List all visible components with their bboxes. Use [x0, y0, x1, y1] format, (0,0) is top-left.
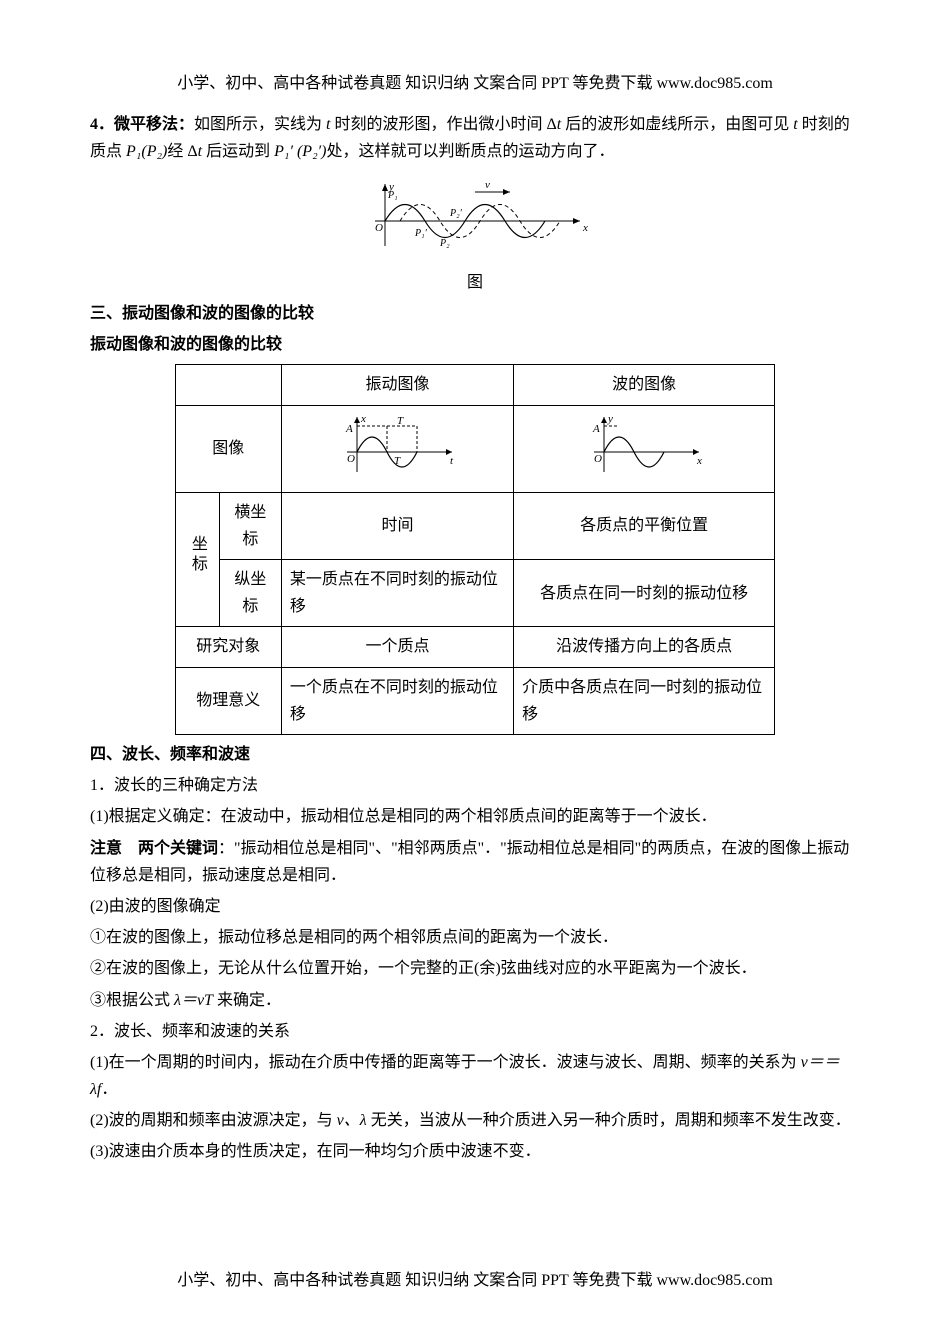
sec4-1-1: (1)根据定义确定：在波动中，振动相位总是相同的两个相邻质点间的距离等于一个波长…	[90, 803, 860, 830]
paragraph-method4: 4．微平移法：如图所示，实线为 t 时刻的波形图，作出微小时间 Δt 后的波形如…	[90, 111, 860, 165]
cell-obj-col3: 沿波传播方向上的各质点	[514, 627, 775, 667]
section4-title: 四、波长、频率和波速	[90, 741, 860, 768]
cell-image-label: 图像	[175, 405, 281, 492]
sec4-1-label: 1．波长的三种确定方法	[90, 772, 860, 799]
sec4-1-3: ③根据公式 λ＝vT 来确定．	[90, 987, 860, 1014]
svg-text:t: t	[450, 455, 454, 467]
cell-meaning-col2: 一个质点在不同时刻的振动位移	[281, 667, 513, 734]
cell-xcol3: 各质点的平衡位置	[514, 492, 775, 559]
var-v-lambda: v、λ	[337, 1112, 367, 1129]
sec4-2-label: 2．波长、频率和波速的关系	[90, 1018, 860, 1045]
svg-text:P₂: P₂	[439, 238, 450, 249]
cell-ylabel: 纵坐标	[219, 560, 281, 627]
figure-main-caption: 图	[90, 269, 860, 296]
svg-text:O: O	[594, 453, 602, 465]
method4-text-g: 处，这样就可以判断质点的运动方向了．	[326, 143, 614, 160]
svg-text:A: A	[345, 423, 353, 435]
method4-text-f: 后运动到	[202, 143, 274, 160]
svg-text:x: x	[696, 455, 702, 467]
sec4-1-3b: 来确定．	[213, 992, 281, 1009]
cell-meaning-label: 物理意义	[175, 667, 281, 734]
axis-root-text: 坐标	[184, 535, 211, 575]
method4-text-e: 经 Δ	[167, 143, 197, 160]
svg-text:x: x	[582, 222, 588, 234]
table-row: 纵坐标 某一质点在不同时刻的振动位移 各质点在同一时刻的振动位移	[175, 560, 775, 627]
sec4-2-3: (3)波速由介质本身的性质决定，在同一种均匀介质中波速不变．	[90, 1138, 860, 1165]
cell-hdr-wave: 波的图像	[514, 365, 775, 405]
page-footer: 小学、初中、高中各种试卷真题 知识归纳 文案合同 PPT 等免费下载 www.d…	[0, 1267, 950, 1294]
section3-subtitle: 振动图像和波的图像的比较	[90, 331, 860, 358]
wave-graph-icon: y A O x	[579, 412, 709, 477]
comparison-table: 振动图像 波的图像 图像 x	[175, 364, 776, 735]
cell-osc-graph: x A O T T t	[281, 405, 513, 492]
svg-text:P₁: P₁	[387, 190, 398, 201]
sec4-2-2b: 无关，当波从一种介质进入另一种介质时，周期和频率不发生改变．	[367, 1112, 851, 1129]
table-row: 物理意义 一个质点在不同时刻的振动位移 介质中各质点在同一时刻的振动位移	[175, 667, 775, 734]
method4-text-a: 如图所示，实线为	[194, 116, 326, 133]
document-body: 4．微平移法：如图所示，实线为 t 时刻的波形图，作出微小时间 Δt 后的波形如…	[90, 111, 860, 1165]
sec4-note-label: 注意 两个关键词	[90, 840, 218, 857]
section3-title: 三、振动图像和波的图像的比较	[90, 300, 860, 327]
var-P1p: P₁′	[274, 143, 293, 160]
method4-text-b: 时刻的波形图，作出微小时间 Δ	[330, 116, 556, 133]
svg-text:v: v	[485, 179, 490, 191]
sec4-2-2: (2)波的周期和频率由波源决定，与 v、λ 无关，当波从一种介质进入另一种介质时…	[90, 1107, 860, 1134]
sec4-1-2a: ①在波的图像上，振动位移总是相同的两个相邻质点间的距离为一个波长．	[90, 924, 860, 951]
table-row: 坐标 横坐标 时间 各质点的平衡位置	[175, 492, 775, 559]
sec4-2-1a: (1)在一个周期的时间内，振动在介质中传播的距离等于一个波长．波速与波长、周期、…	[90, 1054, 801, 1071]
wave-shift-diagram: y x O P₁ P₁′ P₂′ P₂ v	[355, 176, 595, 256]
method4-label: 4．微平移法：	[90, 116, 194, 133]
cell-ycol2: 某一质点在不同时刻的振动位移	[281, 560, 513, 627]
cell-xcol2: 时间	[281, 492, 513, 559]
table-row: 研究对象 一个质点 沿波传播方向上的各质点	[175, 627, 775, 667]
svg-text:T: T	[394, 455, 401, 467]
cell-obj-col2: 一个质点	[281, 627, 513, 667]
svg-text:y: y	[607, 413, 613, 425]
cell-ycol3: 各质点在同一时刻的振动位移	[514, 560, 775, 627]
sec4-1-3a: ③根据公式	[90, 992, 174, 1009]
sec4-2-2a: (2)波的周期和频率由波源决定，与	[90, 1112, 337, 1129]
oscillation-graph-icon: x A O T T t	[332, 412, 462, 477]
var-P2p: (P₂′)	[297, 143, 327, 160]
cell-xlabel: 横坐标	[219, 492, 281, 559]
svg-text:P₁′: P₁′	[414, 228, 428, 239]
svg-text:P₂′: P₂′	[449, 208, 463, 219]
cell-empty	[175, 365, 281, 405]
svg-text:O: O	[347, 453, 355, 465]
sec4-2-1b: ．	[101, 1081, 117, 1098]
svg-text:T: T	[397, 415, 404, 427]
table-row: 图像 x A O T	[175, 405, 775, 492]
figure-main: y x O P₁ P₁′ P₂′ P₂ v	[90, 176, 860, 265]
method4-text-c: 后的波形如虚线所示，由图可见	[561, 116, 793, 133]
eq-lambda-vT: λ＝vT	[174, 992, 213, 1009]
sec4-note: 注意 两个关键词："振动相位总是相同"、"相邻两质点"．"振动相位总是相同"的两…	[90, 835, 860, 889]
cell-obj-label: 研究对象	[175, 627, 281, 667]
page-container: 小学、初中、高中各种试卷真题 知识归纳 文案合同 PPT 等免费下载 www.d…	[0, 0, 950, 1344]
page-header: 小学、初中、高中各种试卷真题 知识归纳 文案合同 PPT 等免费下载 www.d…	[90, 70, 860, 97]
sec4-2-1: (1)在一个周期的时间内，振动在介质中传播的距离等于一个波长．波速与波长、周期、…	[90, 1049, 860, 1103]
var-P2: (P₂)	[141, 143, 167, 160]
table-row: 振动图像 波的图像	[175, 365, 775, 405]
svg-text:A: A	[592, 423, 600, 435]
cell-axis-root: 坐标	[175, 492, 219, 627]
svg-text:x: x	[360, 413, 366, 425]
cell-meaning-col3: 介质中各质点在同一时刻的振动位移	[514, 667, 775, 734]
sec4-1-2b: ②在波的图像上，无论从什么位置开始，一个完整的正(余)弦曲线对应的水平距离为一个…	[90, 955, 860, 982]
var-P1: P₁	[126, 143, 141, 160]
sec4-1-2: (2)由波的图像确定	[90, 893, 860, 920]
svg-text:O: O	[375, 222, 383, 234]
cell-wave-graph: y A O x	[514, 405, 775, 492]
cell-hdr-osc: 振动图像	[281, 365, 513, 405]
